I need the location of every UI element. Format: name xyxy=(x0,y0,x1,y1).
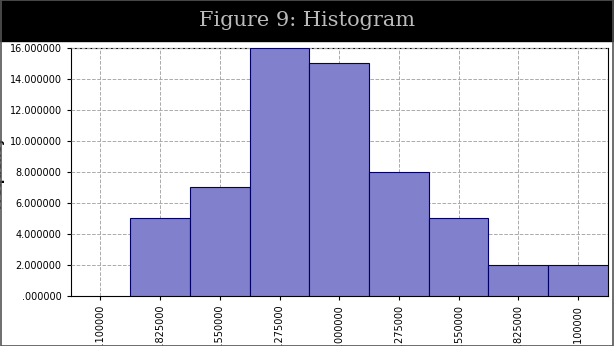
Bar xyxy=(130,218,190,296)
Bar xyxy=(309,63,369,296)
Bar xyxy=(369,172,429,296)
Bar xyxy=(489,265,548,296)
Bar xyxy=(250,48,309,296)
Y-axis label: Frequency: Frequency xyxy=(0,135,4,208)
Bar xyxy=(548,265,608,296)
Bar xyxy=(190,187,250,296)
Bar xyxy=(429,218,489,296)
Text: Figure 9: Histogram: Figure 9: Histogram xyxy=(199,11,415,30)
